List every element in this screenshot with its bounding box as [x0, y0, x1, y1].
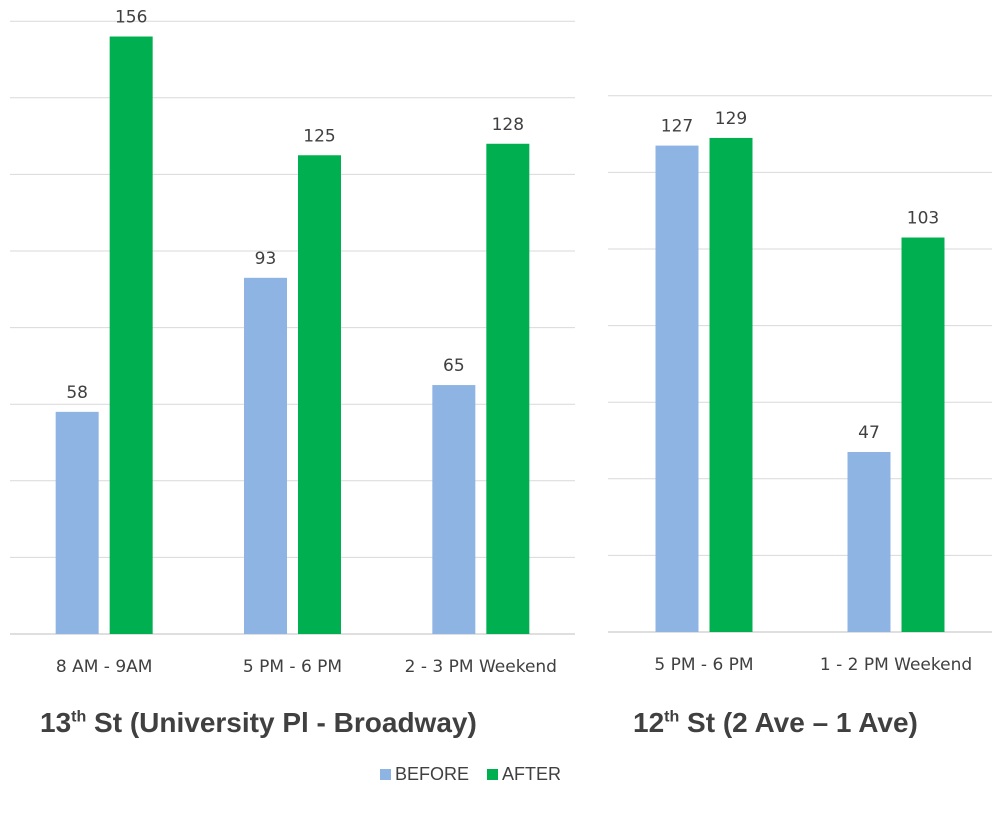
- chart1-data-label: 128: [492, 115, 524, 135]
- chart2-bar-before: [655, 145, 699, 632]
- legend-swatch-after: [487, 769, 499, 780]
- chart2-bar-after: [709, 137, 753, 632]
- chart2-data-label: 103: [907, 209, 939, 229]
- legend-label-before: BEFORE: [395, 764, 470, 784]
- chart1-data-label: 93: [255, 249, 277, 269]
- chart1-tick-label: 8 AM - 9AM: [56, 657, 153, 677]
- chart2-data-label: 129: [715, 109, 747, 129]
- chart1-tick-label: 2 - 3 PM Weekend: [405, 657, 557, 677]
- legend-item-after: AFTER: [487, 764, 561, 785]
- chart2-bar-before: [847, 451, 891, 632]
- chart1-data-label: 58: [66, 383, 88, 403]
- chart1-title: 13th St (University Pl - Broadway): [40, 707, 477, 738]
- legend: BEFORE AFTER: [380, 764, 561, 785]
- chart1-data-label: 156: [115, 8, 147, 28]
- chart1-bar-before: [432, 385, 476, 634]
- chart2-tick-label: 1 - 2 PM Weekend: [820, 655, 972, 675]
- chart1-bar-after: [486, 143, 530, 634]
- chart1-bar-after: [109, 36, 153, 634]
- chart1-data-label: 65: [443, 356, 465, 376]
- chart1-bar-after: [298, 155, 341, 634]
- chart2-data-label: 47: [858, 423, 880, 443]
- chart2-bar-after: [901, 237, 945, 632]
- chart1-bar-before: [244, 277, 287, 634]
- chart1-tick-label: 5 PM - 6 PM: [243, 657, 342, 677]
- chart1-bar-before: [55, 411, 99, 634]
- legend-label-after: AFTER: [502, 764, 562, 784]
- chart2-data-label: 127: [661, 117, 693, 137]
- chart2-title: 12th St (2 Ave – 1 Ave): [633, 707, 918, 738]
- legend-swatch-before: [380, 769, 391, 780]
- chart2-tick-label: 5 PM - 6 PM: [654, 655, 753, 675]
- legend-item-before: BEFORE: [380, 764, 469, 785]
- chart1-data-label: 125: [303, 126, 335, 146]
